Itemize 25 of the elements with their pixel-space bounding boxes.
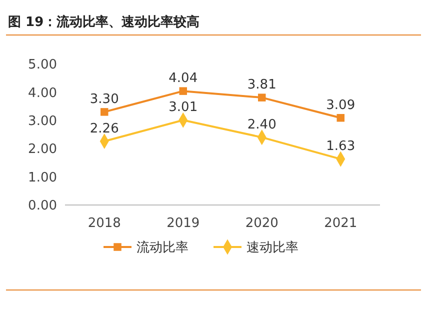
- y-tick-label: 2.00: [28, 142, 57, 158]
- x-tick-label: 2020: [245, 216, 278, 231]
- y-tick-label: 4.00: [28, 86, 57, 101]
- data-label: 1.63: [326, 139, 356, 154]
- legend-label: 流动比率: [136, 240, 188, 256]
- data-label: 3.81: [247, 78, 276, 93]
- data-label: 3.09: [326, 98, 356, 113]
- legend-label: 速动比率: [246, 240, 298, 256]
- x-tick-label: 2018: [88, 216, 121, 231]
- point: [179, 87, 187, 95]
- x-tick-label: 2021: [324, 216, 358, 231]
- data-label: 2.26: [90, 121, 119, 136]
- y-tick-label: 3.00: [28, 114, 57, 129]
- y-tick-label: 0.00: [28, 198, 57, 214]
- data-label: 3.01: [168, 100, 198, 116]
- point: [336, 114, 344, 122]
- point: [100, 108, 108, 116]
- data-label: 4.04: [168, 71, 198, 86]
- point: [258, 94, 266, 102]
- y-tick-label: 5.00: [28, 58, 57, 73]
- data-label: 2.40: [247, 117, 276, 132]
- x-tick-label: 2019: [166, 216, 200, 231]
- y-tick-label: 1.00: [28, 170, 57, 186]
- data-label: 3.30: [90, 92, 119, 107]
- chart-title: 图 19：流动比率、速动比率较高: [8, 14, 200, 30]
